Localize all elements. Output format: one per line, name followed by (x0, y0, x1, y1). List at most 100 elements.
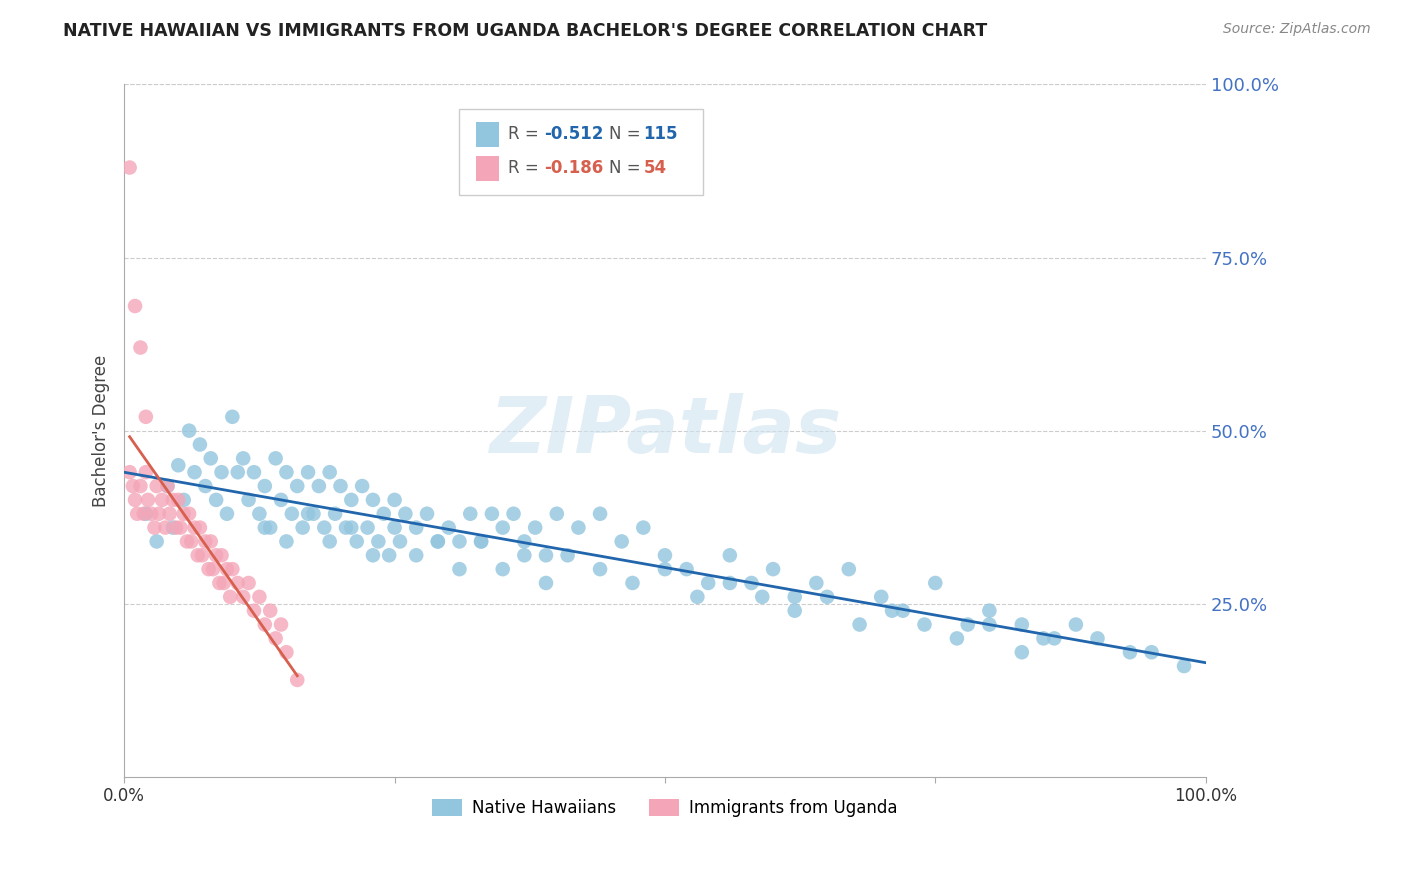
Point (259, 604, 281, 618)
Point (1011, 645, 1033, 659)
Point (416, 507, 439, 521)
Point (135, 465, 157, 479)
Point (187, 549, 209, 563)
Point (148, 507, 170, 521)
Point (253, 617, 276, 632)
Point (191, 549, 214, 563)
Text: R =: R = (508, 160, 544, 178)
Point (838, 562, 860, 576)
Point (979, 604, 1001, 618)
FancyBboxPatch shape (460, 109, 703, 195)
Point (470, 534, 492, 549)
Point (437, 520, 460, 534)
Point (308, 479, 330, 493)
Point (426, 534, 449, 549)
Text: R =: R = (508, 125, 544, 144)
Point (1087, 632, 1109, 646)
Y-axis label: Bachelor's Degree: Bachelor's Degree (93, 354, 110, 507)
Point (314, 520, 336, 534)
Point (762, 562, 785, 576)
Point (155, 520, 177, 534)
Point (211, 549, 233, 563)
Point (740, 576, 762, 591)
Point (232, 451, 254, 466)
Point (200, 534, 222, 549)
Point (183, 465, 205, 479)
Point (136, 492, 159, 507)
Text: NATIVE HAWAIIAN VS IMMIGRANTS FROM UGANDA BACHELOR'S DEGREE CORRELATION CHART: NATIVE HAWAIIAN VS IMMIGRANTS FROM UGAND… (63, 22, 987, 40)
Point (247, 507, 270, 521)
Point (534, 576, 557, 591)
Point (346, 534, 368, 549)
Point (162, 492, 184, 507)
Point (378, 549, 401, 563)
Point (270, 492, 292, 507)
Text: 54: 54 (644, 160, 666, 178)
Point (340, 520, 363, 534)
Point (243, 604, 266, 618)
Point (167, 492, 190, 507)
Point (567, 520, 589, 534)
Point (367, 534, 389, 549)
Point (167, 458, 190, 473)
Point (340, 492, 363, 507)
Point (318, 534, 340, 549)
Point (979, 617, 1001, 632)
Point (1119, 645, 1142, 659)
Point (848, 617, 870, 632)
Point (1140, 645, 1163, 659)
Point (221, 409, 243, 424)
Point (253, 520, 276, 534)
Point (654, 562, 676, 576)
Point (135, 409, 157, 424)
Point (270, 617, 292, 632)
Point (205, 549, 228, 563)
Point (145, 534, 167, 549)
Point (654, 549, 676, 563)
Text: 115: 115 (644, 125, 678, 144)
Point (394, 507, 416, 521)
Point (215, 507, 238, 521)
Point (686, 590, 709, 604)
Point (281, 507, 304, 521)
Point (238, 492, 260, 507)
Text: -0.186: -0.186 (544, 160, 603, 178)
Point (297, 507, 319, 521)
Point (513, 534, 536, 549)
Point (502, 507, 524, 521)
Point (219, 590, 242, 604)
FancyBboxPatch shape (475, 122, 499, 147)
Point (361, 549, 384, 563)
Point (356, 520, 378, 534)
Point (470, 534, 492, 549)
Point (449, 562, 471, 576)
Point (135, 507, 157, 521)
Point (1173, 659, 1195, 673)
Point (751, 590, 773, 604)
Point (815, 590, 838, 604)
Point (302, 507, 325, 521)
Point (718, 549, 741, 563)
Point (1032, 632, 1054, 646)
Point (924, 576, 946, 591)
Point (297, 465, 319, 479)
Point (150, 492, 173, 507)
Point (194, 534, 217, 549)
Point (232, 590, 254, 604)
Point (226, 576, 249, 591)
Point (253, 479, 276, 493)
Point (492, 562, 515, 576)
Point (200, 451, 222, 466)
Point (143, 520, 166, 534)
Point (188, 437, 211, 451)
Point (197, 562, 219, 576)
Point (156, 479, 179, 493)
Point (264, 451, 287, 466)
Point (405, 520, 427, 534)
Point (215, 562, 238, 576)
Point (285, 673, 308, 687)
Point (285, 479, 308, 493)
Point (165, 520, 187, 534)
Point (426, 534, 449, 549)
Point (127, 507, 149, 521)
